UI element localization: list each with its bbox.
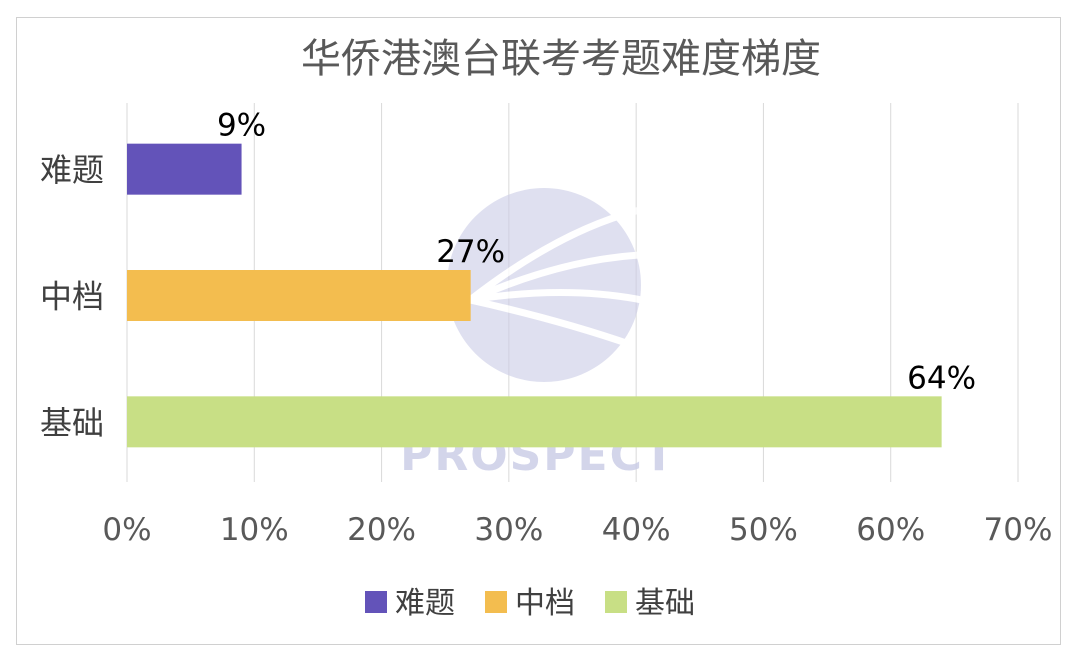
x-tick-label: 30% [474, 512, 543, 548]
legend-label: 中档 [515, 586, 575, 621]
bar-中档 [127, 270, 471, 321]
x-tick-label: 60% [856, 512, 925, 548]
bar-难题 [127, 143, 242, 195]
legend: 难题 中档 基础 [365, 586, 695, 621]
data-label: 27% [436, 234, 505, 270]
category-label: 中档 [40, 278, 104, 316]
x-tick-label: 50% [729, 512, 798, 548]
legend-label: 难题 [395, 586, 455, 621]
x-tick-label: 40% [602, 512, 671, 548]
bar-基础 [127, 396, 942, 448]
x-tick-label: 70% [984, 512, 1053, 548]
x-tick-label: 10% [220, 512, 289, 548]
x-axis-ticks: 0% 10% 20% 30% 40% 50% 60% 70% [102, 512, 1052, 548]
x-tick-label: 20% [347, 512, 416, 548]
chart-title: 华侨港澳台联考考题难度梯度 [301, 36, 821, 82]
legend-swatch [365, 591, 387, 613]
legend-swatch [485, 591, 507, 613]
category-label: 难题 [40, 151, 104, 189]
x-tick-label: 0% [102, 512, 151, 548]
data-label: 64% [907, 360, 976, 396]
watermark-logo-rays [467, 206, 643, 349]
legend-label: 基础 [635, 586, 695, 621]
legend-swatch [605, 591, 627, 613]
data-label: 9% [217, 108, 266, 144]
category-label: 基础 [40, 404, 104, 442]
bars: 9% 27% 64% [127, 108, 976, 448]
